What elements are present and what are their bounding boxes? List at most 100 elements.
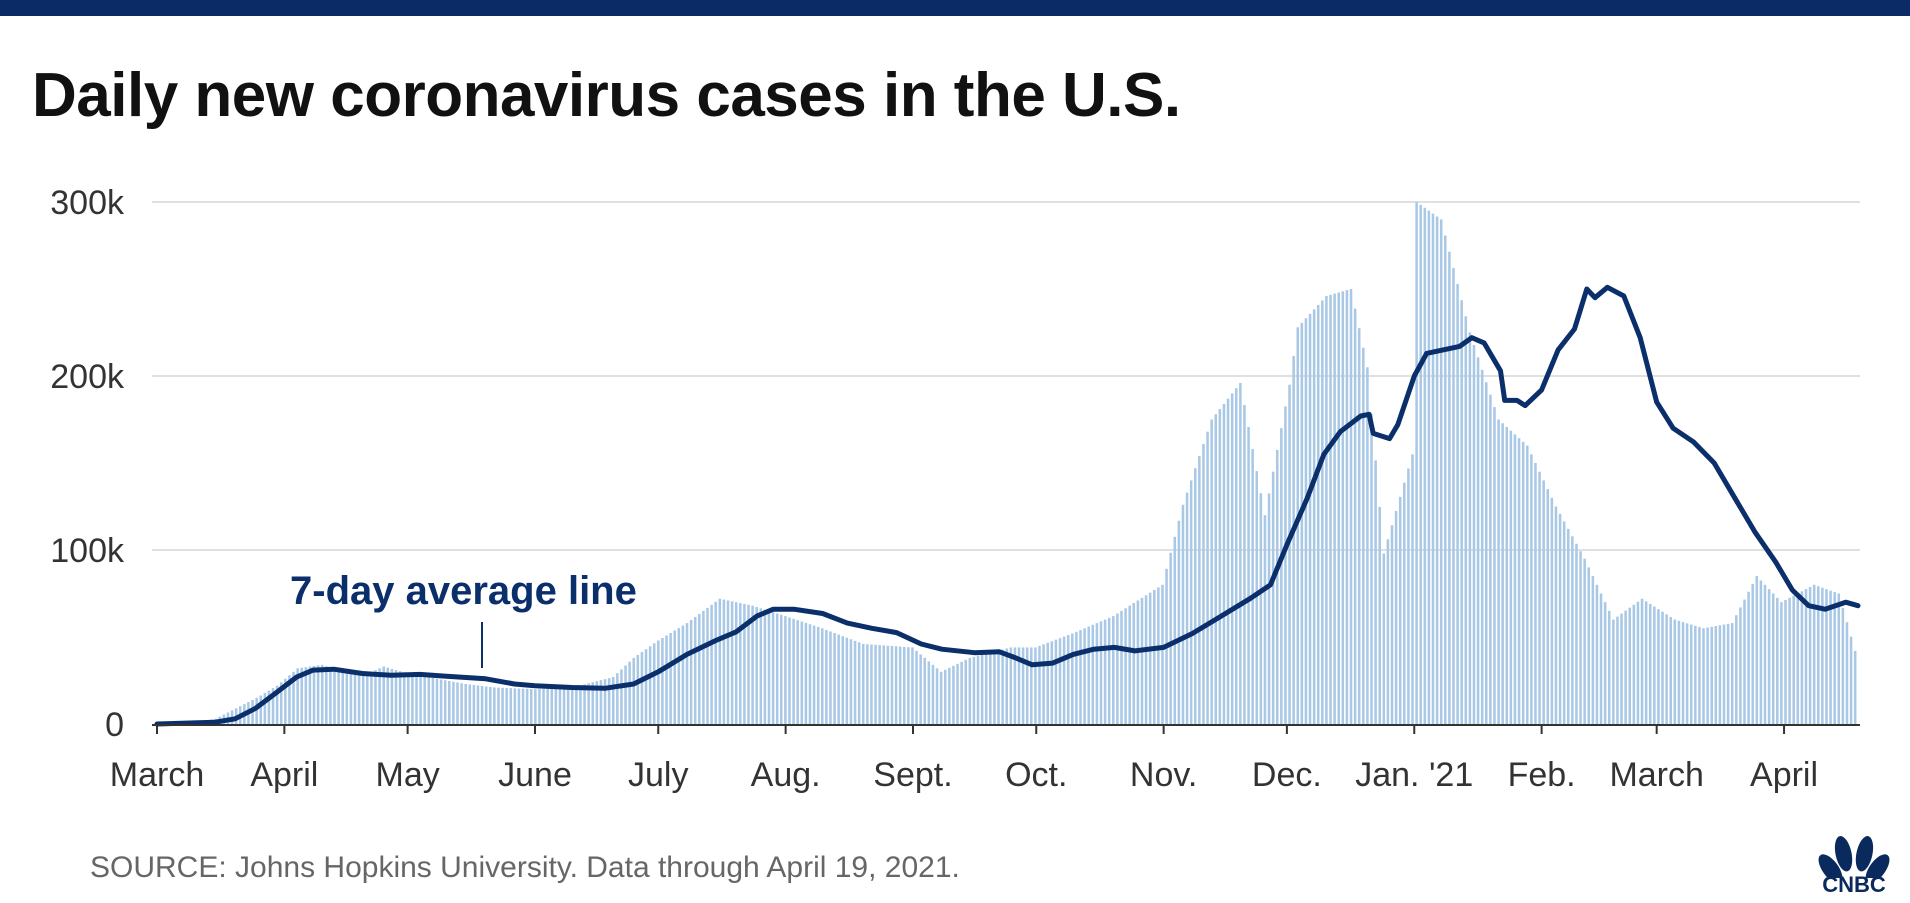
bar: [915, 650, 918, 724]
bar: [693, 616, 697, 724]
bar: [1669, 616, 1672, 724]
bar: [1673, 619, 1677, 724]
bar: [1030, 647, 1033, 724]
bar: [390, 668, 394, 724]
bar: [329, 667, 332, 724]
bar: [1267, 493, 1271, 724]
annotation: 7-day average line: [290, 569, 637, 668]
bar: [624, 665, 627, 724]
bar: [1538, 471, 1541, 724]
bar: [698, 613, 701, 724]
bar: [1776, 597, 1779, 724]
bar: [275, 685, 279, 724]
bar: [1288, 384, 1291, 724]
bar: [1329, 294, 1332, 724]
bar: [1362, 347, 1365, 724]
bar: [1370, 413, 1373, 724]
bar: [1817, 586, 1820, 724]
bar: [1025, 647, 1029, 724]
bar: [620, 669, 623, 724]
bar: [960, 661, 963, 724]
bar: [1497, 419, 1500, 724]
x-tick-label: June: [498, 756, 572, 794]
bar: [956, 663, 959, 724]
bar: [804, 622, 808, 724]
bar: [1140, 597, 1144, 724]
bar: [1103, 619, 1107, 724]
bar: [808, 624, 812, 724]
bar: [1316, 304, 1320, 724]
bar: [657, 640, 660, 724]
bar: [1128, 605, 1131, 724]
bar: [333, 669, 336, 724]
bar: [1374, 460, 1377, 724]
bar: [562, 687, 566, 724]
bar: [575, 686, 578, 724]
bar: [845, 637, 849, 724]
bar: [1747, 591, 1750, 724]
bar: [902, 646, 906, 724]
bar: [759, 608, 763, 724]
bar: [976, 655, 980, 724]
bar: [1755, 576, 1759, 724]
bar: [1087, 626, 1090, 724]
bar: [386, 667, 390, 724]
bar: [747, 604, 750, 724]
bar: [407, 673, 410, 724]
bar: [714, 601, 717, 724]
bar: [661, 637, 664, 724]
bar: [542, 688, 545, 724]
bar: [1579, 551, 1582, 724]
bar: [1689, 624, 1693, 724]
bar: [1620, 613, 1623, 724]
bar: [1599, 593, 1603, 724]
bar-series: [157, 202, 1857, 725]
bar: [1308, 313, 1312, 724]
bar: [722, 599, 726, 724]
bar: [607, 678, 611, 724]
bar: [1435, 216, 1439, 724]
x-tick-label: Aug.: [751, 756, 821, 794]
bar: [763, 609, 767, 724]
bar: [1681, 622, 1685, 724]
bar: [1214, 414, 1218, 724]
bar: [1251, 449, 1254, 724]
bar: [374, 670, 377, 724]
bar: [1062, 636, 1066, 724]
bar: [1054, 639, 1058, 724]
bar: [644, 649, 648, 724]
bar: [366, 673, 369, 724]
bar: [878, 645, 881, 724]
bar: [1185, 492, 1189, 724]
x-tick-label: Jan. '21: [1355, 756, 1473, 794]
bar: [1800, 591, 1804, 724]
bar: [1439, 219, 1443, 724]
bar: [1407, 468, 1410, 724]
bar: [1841, 607, 1845, 724]
bar: [853, 640, 857, 724]
bar: [948, 667, 951, 724]
bar: [1808, 586, 1812, 724]
bar: [529, 689, 533, 724]
bar: [1386, 539, 1390, 724]
bar: [1698, 627, 1701, 724]
bar: [456, 682, 459, 724]
bar: [382, 666, 385, 724]
bar: [1124, 608, 1127, 724]
bar: [1034, 647, 1037, 724]
bar: [468, 684, 472, 724]
bar: [1644, 601, 1648, 724]
bar: [1259, 493, 1263, 724]
bar: [1423, 207, 1427, 725]
bar: [1263, 515, 1267, 724]
bar: [1390, 525, 1394, 724]
bar: [1161, 584, 1164, 724]
bar: [1571, 536, 1574, 724]
bar: [1173, 536, 1177, 724]
bar: [1530, 454, 1533, 724]
bar: [411, 674, 414, 724]
bar: [1304, 318, 1308, 724]
bar: [1804, 589, 1808, 724]
x-tick-label: Dec.: [1252, 756, 1322, 794]
bar: [464, 683, 467, 724]
